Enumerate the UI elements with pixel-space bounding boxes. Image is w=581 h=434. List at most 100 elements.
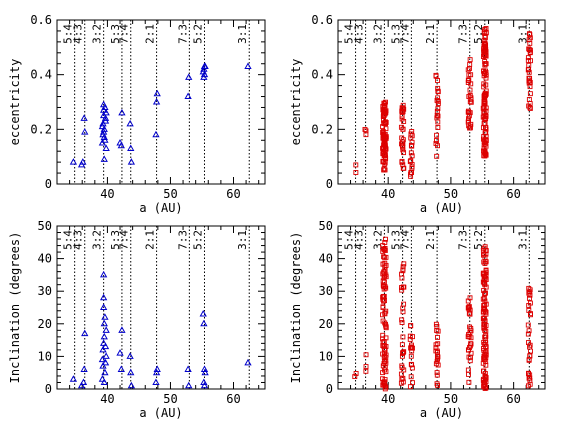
x-tick-label: 40 xyxy=(381,392,395,406)
data-point xyxy=(481,81,487,87)
data-point xyxy=(380,370,386,376)
data-point xyxy=(482,26,488,32)
resonance-label: 5:3 xyxy=(390,24,403,44)
data-point xyxy=(200,319,208,327)
x-tick-label: 50 xyxy=(163,187,177,201)
data-point xyxy=(483,259,489,265)
resonance-label: 3:1 xyxy=(516,230,529,250)
data-point xyxy=(465,347,471,353)
y-tick-label: 10 xyxy=(319,349,333,363)
y-tick-label: 20 xyxy=(319,317,333,331)
resonance-label: 2:1 xyxy=(424,230,437,250)
data-point xyxy=(99,362,107,369)
data-point xyxy=(433,345,439,351)
data-point xyxy=(482,334,488,340)
data-point xyxy=(465,116,471,122)
data-point xyxy=(101,103,109,110)
resonance-label: 3:1 xyxy=(236,24,249,44)
data-point xyxy=(525,57,531,63)
data-point xyxy=(382,386,388,392)
data-point xyxy=(409,143,415,149)
data-point xyxy=(99,293,108,301)
data-point xyxy=(101,136,109,143)
data-point xyxy=(79,378,88,385)
data-point xyxy=(481,381,487,387)
data-point xyxy=(102,108,110,116)
y-tick-label: 30 xyxy=(38,284,52,298)
data-point xyxy=(81,128,89,135)
data-point xyxy=(467,87,473,93)
data-point xyxy=(525,322,531,328)
resonance-label: 5:2 xyxy=(191,24,204,44)
data-point xyxy=(101,114,110,121)
x-tick-label: 40 xyxy=(381,187,395,201)
x-tick-label: 60 xyxy=(226,187,240,201)
data-point xyxy=(99,270,108,278)
data-point xyxy=(467,295,473,301)
data-point xyxy=(481,315,487,321)
data-point xyxy=(127,158,136,165)
data-point xyxy=(363,128,369,134)
data-point xyxy=(352,374,358,380)
y-tick-label: 50 xyxy=(319,219,333,233)
data-point xyxy=(69,375,78,382)
x-tick-label: 60 xyxy=(506,392,520,406)
data-point xyxy=(401,150,407,156)
data-point xyxy=(435,89,441,95)
data-point xyxy=(69,158,78,165)
y-tick-label: 50 xyxy=(38,219,52,233)
plot-frame xyxy=(337,19,546,185)
data-point xyxy=(400,264,406,270)
data-point xyxy=(527,49,533,55)
y-axis-label: eccentricity xyxy=(8,59,22,146)
data-point xyxy=(100,155,108,162)
data-point xyxy=(465,367,471,373)
data-point xyxy=(153,365,161,372)
resonance-label: 7:3 xyxy=(176,24,189,44)
data-point xyxy=(383,146,389,152)
data-point xyxy=(466,72,472,78)
data-point xyxy=(481,295,487,301)
data-point xyxy=(353,370,359,376)
data-point xyxy=(401,261,407,267)
data-point xyxy=(382,121,388,127)
data-point xyxy=(434,97,440,103)
data-point xyxy=(362,127,368,132)
data-point xyxy=(383,325,389,331)
y-tick-label: 0.2 xyxy=(30,122,52,136)
data-point xyxy=(526,47,532,53)
data-point xyxy=(100,378,108,385)
data-point xyxy=(382,343,388,349)
data-point xyxy=(381,269,387,275)
data-point xyxy=(382,383,388,389)
data-point xyxy=(77,381,86,389)
x-tick-label: 60 xyxy=(506,187,520,201)
data-point xyxy=(99,128,108,135)
data-point xyxy=(435,362,441,368)
resonance-label: 4:3 xyxy=(72,230,85,250)
data-point xyxy=(483,251,489,257)
data-point xyxy=(483,340,489,346)
data-point xyxy=(380,294,386,300)
data-point xyxy=(526,295,532,301)
data-point xyxy=(409,153,415,159)
data-point xyxy=(401,118,407,124)
data-point xyxy=(483,138,489,144)
data-point xyxy=(467,324,473,330)
resonance-label: 4:3 xyxy=(353,24,366,44)
data-point xyxy=(434,132,440,138)
data-point xyxy=(434,112,440,118)
data-point xyxy=(408,158,414,164)
data-point xyxy=(408,169,414,175)
data-point xyxy=(353,170,359,175)
data-point xyxy=(383,308,389,314)
data-point xyxy=(127,381,136,389)
data-point xyxy=(525,331,531,337)
data-point xyxy=(526,340,531,346)
chart-panel-2: 40 50 60 0 0.2 0.4 0.6 a (AU) eccentricity 5:44:3… xyxy=(289,13,546,215)
data-point xyxy=(152,368,161,376)
data-point xyxy=(399,275,405,281)
data-point xyxy=(527,300,533,306)
resonance-label: 2:1 xyxy=(144,24,157,44)
data-point xyxy=(525,383,531,389)
